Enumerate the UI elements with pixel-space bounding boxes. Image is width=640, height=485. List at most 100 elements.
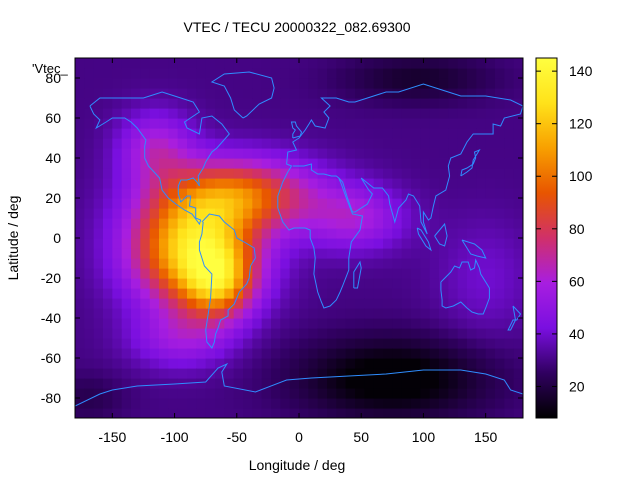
heatmap-cell [345, 288, 356, 299]
heatmap-cell [429, 148, 440, 159]
heatmap-cell [233, 88, 244, 99]
heatmap-cell [289, 58, 300, 69]
heatmap-cell [205, 388, 216, 399]
heatmap-cell [373, 188, 384, 199]
heatmap-cell [289, 118, 300, 129]
heatmap-cell [355, 188, 365, 199]
heatmap-cell [168, 68, 179, 79]
heatmap-cell [205, 308, 216, 319]
heatmap-cell [504, 88, 515, 99]
heatmap-cell [513, 128, 523, 139]
heatmap-cell [196, 298, 207, 309]
heatmap-cell [308, 158, 319, 169]
heatmap-cell [112, 188, 123, 199]
heatmap-cell [215, 308, 225, 319]
heatmap-cell [187, 198, 197, 209]
heatmap-cell [392, 228, 403, 239]
heatmap-cell [383, 358, 393, 369]
heatmap-cell [336, 168, 347, 179]
heatmap-cell [504, 348, 515, 359]
heatmap-cell [504, 238, 515, 249]
heatmap-cell [485, 348, 496, 359]
heatmap-cell [131, 68, 141, 79]
heatmap-cell [476, 358, 487, 369]
x-tick-label: 0 [295, 429, 303, 445]
coast-africa-east [277, 177, 364, 309]
heatmap-cell [439, 178, 449, 189]
heatmap-cell [392, 218, 403, 229]
heatmap-cell [196, 78, 207, 89]
heatmap-cell [299, 148, 309, 159]
heatmap-cell [467, 378, 477, 389]
heatmap-cell [513, 158, 523, 169]
heatmap-cell [289, 378, 300, 389]
heatmap-cell [345, 388, 356, 399]
heatmap-cell [177, 128, 188, 139]
heatmap-cell [513, 168, 523, 179]
heatmap-cell [439, 348, 449, 359]
heatmap-cell [168, 258, 179, 269]
heatmap-cell [280, 208, 291, 219]
heatmap-cell [205, 318, 216, 329]
heatmap-cell [187, 108, 197, 119]
heatmap-cell [355, 158, 365, 169]
heatmap-cell [345, 378, 356, 389]
heatmap-cell [383, 78, 393, 89]
heatmap-cell [299, 138, 309, 149]
heatmap-cell [411, 288, 421, 299]
heatmap-cell [504, 158, 515, 169]
heatmap-cell [93, 58, 104, 69]
heatmap-cell [383, 318, 393, 329]
heatmap-cell [317, 318, 328, 329]
heatmap-cell [513, 218, 523, 229]
heatmap-cell [364, 278, 375, 289]
heatmap-cell [448, 268, 459, 279]
heatmap-cell [243, 248, 253, 259]
heatmap-cell [149, 258, 160, 269]
heatmap-cell [420, 108, 431, 119]
heatmap-cell [299, 278, 309, 289]
heatmap-cell [121, 268, 132, 279]
heatmap-cell [513, 178, 523, 189]
heatmap-cell [345, 278, 356, 289]
heatmap-cell [420, 258, 431, 269]
heatmap-cell [439, 228, 449, 239]
heatmap-cell [327, 328, 337, 339]
heatmap-cell [196, 228, 207, 239]
heatmap-cell [215, 288, 225, 299]
heatmap-cell [196, 108, 207, 119]
heatmap-cell [299, 318, 309, 329]
heatmap-cell [280, 388, 291, 399]
heatmap-cell [131, 308, 141, 319]
heatmap-cell [345, 88, 356, 99]
heatmap-cell [504, 208, 515, 219]
heatmap-cell [215, 338, 225, 349]
heatmap-cell [75, 228, 85, 239]
heatmap-cell [280, 238, 291, 249]
heatmap-cell [131, 108, 141, 119]
heatmap-cell [149, 98, 160, 109]
heatmap-cell [336, 128, 347, 139]
y-tick-label: 80 [45, 70, 61, 86]
heatmap-cell [485, 178, 496, 189]
heatmap-cell [485, 58, 496, 69]
heatmap-cell [345, 98, 356, 109]
heatmap-cell [383, 98, 393, 109]
heatmap-cell [159, 398, 169, 409]
heatmap-cell [103, 88, 113, 99]
heatmap-cell [513, 398, 523, 409]
heatmap-cell [317, 238, 328, 249]
heatmap-cell [336, 378, 347, 389]
heatmap-cell [457, 278, 468, 289]
heatmap-cell [233, 278, 244, 289]
heatmap-cell [103, 288, 113, 299]
heatmap-cell [392, 388, 403, 399]
heatmap-cell [280, 398, 291, 409]
heatmap-cell [177, 148, 188, 159]
heatmap-cell [457, 208, 468, 219]
heatmap-cell [317, 328, 328, 339]
heatmap-cell [84, 208, 95, 219]
heatmap-cell [140, 298, 151, 309]
heatmap-cell [336, 98, 347, 109]
